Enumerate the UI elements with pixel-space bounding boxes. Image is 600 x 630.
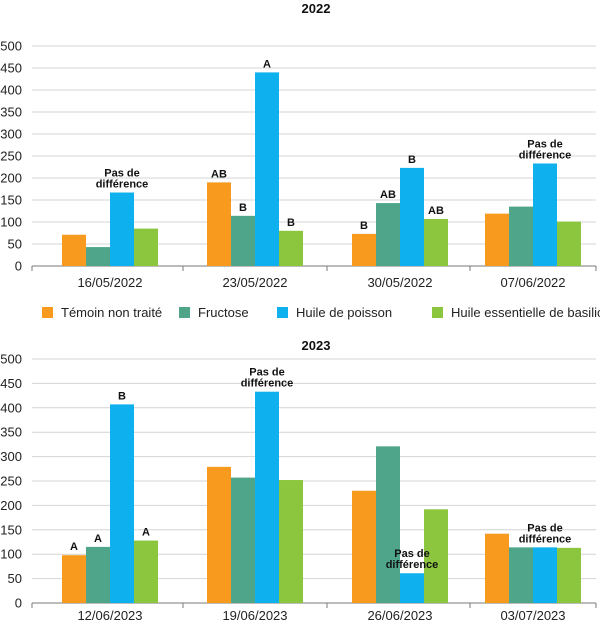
chart2-ytick-label: 0 <box>15 596 22 611</box>
chart2-group-annotation: Pas de <box>394 548 429 560</box>
chart2-bar <box>134 540 158 603</box>
chart1-bar <box>557 221 581 266</box>
chart2-bar <box>352 490 376 603</box>
chart1-significance-label: AB <box>211 168 227 180</box>
chart1-group-annotation: Pas de <box>527 138 562 150</box>
chart1-ytick-label: 300 <box>0 127 22 142</box>
chart1-bar <box>231 215 255 266</box>
chart1-significance-label: B <box>408 154 416 166</box>
chart1-significance-label: AB <box>380 189 396 201</box>
chart2-significance-label: B <box>118 390 126 402</box>
chart2-bar <box>86 546 110 603</box>
chart2-ytick-label: 50 <box>8 571 22 586</box>
chart1-ytick-label: 200 <box>0 171 22 186</box>
chart1-category-label: 30/05/2022 <box>367 275 432 290</box>
chart2-bar <box>110 404 134 603</box>
chart1-bar <box>485 213 509 266</box>
chart2-ytick-label: 300 <box>0 449 22 464</box>
chart2-category-label: 12/06/2023 <box>77 608 142 623</box>
chart2-title: 2023 <box>302 338 331 353</box>
chart2-significance-label: A <box>142 527 150 539</box>
chart1-ytick-label: 100 <box>0 215 22 230</box>
chart2-ytick-label: 150 <box>0 522 22 537</box>
chart1-bar <box>134 228 158 266</box>
chart2-category-label: 19/06/2023 <box>222 608 287 623</box>
chart1-bar <box>533 163 557 266</box>
chart2-group-annotation: Pas de <box>527 522 562 534</box>
chart1-ytick-label: 500 <box>0 39 22 54</box>
chart1-group-annotation: Pas de <box>104 168 139 180</box>
chart1-title: 2022 <box>302 1 331 16</box>
chart2-ytick-label: 200 <box>0 498 22 513</box>
chart1-bar <box>279 230 303 266</box>
chart1-bar <box>352 233 376 266</box>
chart1-ytick-label: 450 <box>0 61 22 76</box>
legend-label: Huile de poisson <box>296 305 392 320</box>
chart1-bar <box>207 182 231 266</box>
chart2-bar <box>376 446 400 603</box>
chart2-ytick-label: 100 <box>0 547 22 562</box>
chart1-group-annotation: différence <box>519 149 572 161</box>
chart2-significance-label: A <box>70 541 78 553</box>
chart1-ytick-label: 250 <box>0 149 22 164</box>
chart2-ytick-label: 400 <box>0 400 22 415</box>
legend-swatch <box>42 307 53 318</box>
chart2-group-annotation: Pas de <box>249 367 284 379</box>
chart1-significance-label: AB <box>428 205 444 217</box>
chart2-ytick-label: 500 <box>0 352 22 367</box>
legend-swatch <box>432 307 443 318</box>
chart1-bar <box>86 247 110 266</box>
chart2-bar <box>400 573 424 603</box>
chart2-significance-label: A <box>94 533 102 545</box>
chart2-bar <box>231 477 255 603</box>
legend-swatch <box>179 307 190 318</box>
chart1-group-annotation: différence <box>96 179 149 191</box>
chart1-significance-label: B <box>239 202 247 214</box>
chart2-ytick-label: 250 <box>0 474 22 489</box>
chart2-group-annotation: différence <box>519 533 572 545</box>
chart1-significance-label: B <box>287 217 295 229</box>
chart1-ytick-label: 0 <box>15 259 22 274</box>
chart2-bar <box>485 533 509 603</box>
chart2-bar <box>207 466 231 603</box>
chart2-category-label: 26/06/2023 <box>367 608 432 623</box>
chart2-bar <box>533 547 557 603</box>
chart2-ytick-label: 350 <box>0 425 22 440</box>
chart2-group-annotation: différence <box>241 378 294 390</box>
chart2-bar <box>62 555 86 603</box>
chart1-significance-label: B <box>360 220 368 232</box>
chart1-ytick-label: 350 <box>0 105 22 120</box>
chart1-bar <box>400 167 424 266</box>
chart2-bar <box>255 391 279 603</box>
chart1-significance-label: A <box>263 58 271 70</box>
chart1-ytick-label: 50 <box>8 237 22 252</box>
legend-label: Huile essentielle de basilic <box>451 305 600 320</box>
chart1-category-label: 07/06/2022 <box>500 275 565 290</box>
legend-swatch <box>277 307 288 318</box>
chart1-bar <box>255 72 279 267</box>
chart2-ytick-label: 450 <box>0 376 22 391</box>
chart2-bar <box>279 480 303 603</box>
chart2-bar <box>509 547 533 603</box>
chart2-category-label: 03/07/2023 <box>500 608 565 623</box>
chart1-bar <box>62 234 86 266</box>
chart2-bar <box>557 547 581 603</box>
chart1-bar <box>110 192 134 266</box>
chart1-bar <box>509 206 533 266</box>
chart2-bar <box>424 509 448 603</box>
legend-label: Fructose <box>198 305 249 320</box>
legend-label: Témoin non traité <box>61 305 162 320</box>
chart1-bar <box>376 203 400 266</box>
chart1-ytick-label: 400 <box>0 83 22 98</box>
chart2-group-annotation: différence <box>386 559 439 571</box>
chart1-category-label: 23/05/2022 <box>222 275 287 290</box>
chart1-bar <box>424 218 448 266</box>
chart1-category-label: 16/05/2022 <box>77 275 142 290</box>
chart1-ytick-label: 150 <box>0 193 22 208</box>
